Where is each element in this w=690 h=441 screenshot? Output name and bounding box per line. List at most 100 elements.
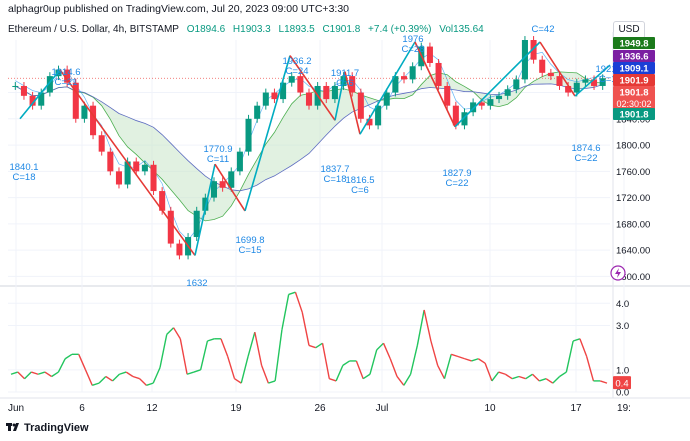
candle-body <box>107 151 114 172</box>
indicator-segment <box>572 338 581 342</box>
pivot-count-label: C=22 <box>446 178 469 189</box>
candle-body <box>565 85 572 93</box>
candle-body <box>64 69 71 83</box>
indicator-segment <box>31 371 39 375</box>
price-tick-label: 1720.00 <box>616 193 650 204</box>
candle-body <box>46 76 53 93</box>
pivot-price-label: 1911.7 <box>331 68 359 79</box>
indicator-segment <box>342 360 351 366</box>
symbol-legend: Ethereum / U.S. Dollar, 4h, BITSTAMP O18… <box>8 24 489 35</box>
publisher-text: alphagr0up published on TradingView.com,… <box>8 3 349 15</box>
indicator-segment <box>159 334 168 368</box>
indicator-segment <box>484 362 493 382</box>
zigzag-segment <box>359 41 416 135</box>
candle-body <box>29 95 36 106</box>
pivot-price-label: 1632 <box>186 278 207 289</box>
candle-body <box>141 164 148 172</box>
candle-body <box>133 161 140 172</box>
time-tick-label: 26 <box>314 403 326 414</box>
pivot-price-label: 1874.6 <box>571 143 600 154</box>
indicator-segment <box>119 371 127 375</box>
candle-body <box>383 92 390 106</box>
candle-body <box>202 197 209 211</box>
candle-body <box>392 76 399 93</box>
indicator-segment <box>552 375 561 384</box>
indicator-segment <box>505 373 513 380</box>
price-tick-label: 1680.00 <box>616 219 650 230</box>
pivot-price-label: 1837.7 <box>320 164 349 175</box>
zigzag-lines <box>19 41 611 256</box>
indicator-tick-label: 0.0 <box>616 388 629 399</box>
time-tick-label: 10 <box>484 403 496 414</box>
price-marker-label: 1901.8 <box>619 110 648 121</box>
zigzag-segment <box>454 41 541 128</box>
high-value: H1903.3 <box>232 24 271 35</box>
candle-body <box>167 210 174 244</box>
candle-body <box>150 164 157 192</box>
price-marker-tag <box>613 37 655 49</box>
indicator-tick-label: 3.0 <box>616 321 629 332</box>
candle-body <box>245 118 252 152</box>
candle-body <box>582 79 589 83</box>
indicator-segment <box>491 371 500 382</box>
indicator-segment <box>559 371 567 378</box>
indicator-segment <box>207 338 215 342</box>
indicator-segment <box>193 369 201 373</box>
indicator-segment <box>288 291 296 296</box>
pivot-price-label: 1976 <box>402 34 423 45</box>
zigzag-segment <box>414 41 456 128</box>
candle-body <box>375 105 382 126</box>
candle-body <box>20 85 27 96</box>
candle-body <box>470 102 477 113</box>
candle-body <box>452 105 459 126</box>
candle-body <box>426 46 433 63</box>
indicator-segment <box>600 380 608 384</box>
candle-body <box>262 92 269 106</box>
price-marker-tag <box>613 108 655 120</box>
indicator-segment <box>234 378 242 384</box>
candle-body <box>38 92 45 106</box>
symbol-label[interactable]: Ethereum / U.S. Dollar, 4h, BITSTAMP <box>8 24 179 35</box>
price-marker-tag <box>613 50 655 62</box>
lightning-icon <box>615 268 621 278</box>
price-tick-label: 1760.00 <box>616 167 650 178</box>
indicator-segment <box>247 331 256 357</box>
pivot-price-label: 1699.8 <box>235 235 264 246</box>
indicator-segment <box>355 360 364 379</box>
price-tick-label: 1800.00 <box>616 141 650 152</box>
tradingview-logo-icon <box>6 423 19 431</box>
tradingview-logo[interactable]: TradingView <box>6 422 89 434</box>
pivot-count-label: C=6 <box>336 78 354 89</box>
indicator-segment <box>451 353 459 358</box>
pivot-price-label: 1936.2 <box>282 56 311 67</box>
candle-body <box>72 82 79 119</box>
candle-body <box>496 95 503 100</box>
indicator-segment <box>389 358 398 377</box>
indicator-segment <box>518 375 526 380</box>
indicator-segment <box>457 355 465 360</box>
indicator-segment <box>240 356 249 384</box>
indicator-segment <box>308 344 316 349</box>
candle-body <box>288 76 295 83</box>
candle-body <box>305 92 313 106</box>
indicator-segment <box>186 371 195 375</box>
time-tick-label: 19 <box>230 403 242 414</box>
time-tick-label: 12 <box>146 403 158 414</box>
price-marker-label: 1936.6 <box>619 52 648 63</box>
candle-body <box>461 112 468 126</box>
zigzag-segment <box>574 64 611 97</box>
candle-body <box>521 40 528 80</box>
indicator-segment <box>430 340 439 366</box>
price-marker-tag <box>613 62 655 74</box>
candle-body <box>236 151 243 172</box>
indicator-segment <box>403 373 412 386</box>
time-tick-label: Jul <box>376 403 389 414</box>
candle-body <box>90 105 97 136</box>
candle-body <box>504 89 511 96</box>
candle-body <box>81 105 88 119</box>
publish-header: alphagr0up published on TradingView.com,… <box>0 0 690 18</box>
candle-body <box>331 85 338 100</box>
indicator-segment <box>268 380 276 384</box>
candle-body <box>193 210 200 238</box>
